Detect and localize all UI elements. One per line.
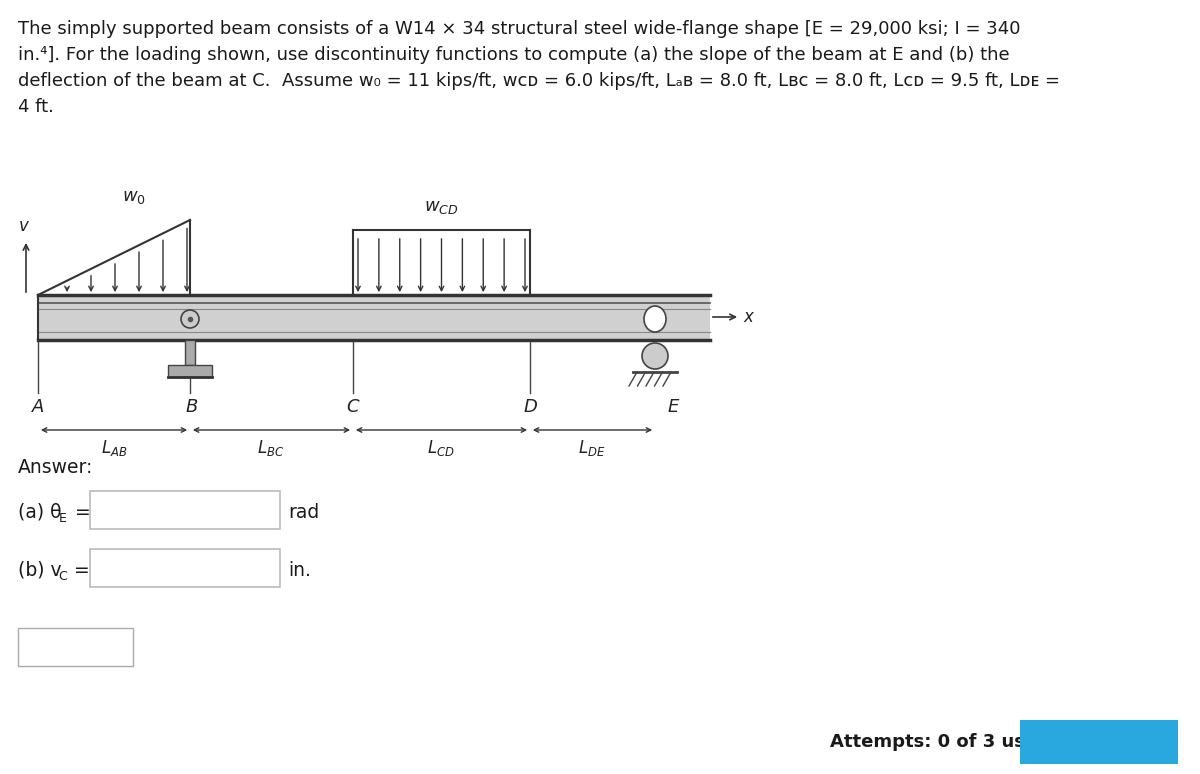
Text: =: = <box>70 502 91 522</box>
Text: x: x <box>743 308 752 326</box>
Circle shape <box>642 343 668 369</box>
Text: $L_{CD}$: $L_{CD}$ <box>427 438 455 458</box>
Text: $w_0$: $w_0$ <box>122 188 146 206</box>
Text: E: E <box>667 398 679 416</box>
Text: D: D <box>523 398 536 416</box>
Text: (a) θ: (a) θ <box>18 502 61 522</box>
Ellipse shape <box>644 306 666 332</box>
Circle shape <box>181 310 199 328</box>
Text: =: = <box>68 560 90 580</box>
Text: 4 ft.: 4 ft. <box>18 98 54 116</box>
Text: B: B <box>186 398 198 416</box>
Text: $L_{DE}$: $L_{DE}$ <box>578 438 606 458</box>
Text: rad: rad <box>288 502 319 522</box>
Text: Submit Answer: Submit Answer <box>1025 733 1174 751</box>
Bar <box>90 491 280 529</box>
Bar <box>185 340 194 365</box>
Text: Attempts: 0 of 3 used: Attempts: 0 of 3 used <box>830 733 1050 751</box>
Text: A: A <box>32 398 44 416</box>
Text: $w_{CD}$: $w_{CD}$ <box>424 198 458 216</box>
Bar <box>168 365 212 377</box>
Text: in.: in. <box>288 560 311 580</box>
Text: v: v <box>19 217 29 235</box>
Bar <box>18 628 133 666</box>
Text: in.⁴]. For the loading shown, use discontinuity functions to compute (a) the slo: in.⁴]. For the loading shown, use discon… <box>18 46 1009 64</box>
Text: Answer:: Answer: <box>18 458 94 477</box>
Bar <box>90 549 280 587</box>
Text: C: C <box>347 398 359 416</box>
Text: (b) v: (b) v <box>18 560 61 580</box>
Bar <box>1020 720 1178 764</box>
Text: Save for Later: Save for Later <box>18 639 132 655</box>
Bar <box>38 295 710 340</box>
Text: $L_{BC}$: $L_{BC}$ <box>257 438 284 458</box>
Text: deflection of the beam at C.  Assume w₀ = 11 kips/ft, wᴄᴅ = 6.0 kips/ft, Lₐʙ = 8: deflection of the beam at C. Assume w₀ =… <box>18 72 1060 90</box>
Text: The simply supported beam consists of a W14 × 34 structural steel wide-flange sh: The simply supported beam consists of a … <box>18 20 1020 38</box>
Text: C: C <box>58 570 67 583</box>
Text: E: E <box>59 512 67 525</box>
Text: $L_{AB}$: $L_{AB}$ <box>101 438 127 458</box>
